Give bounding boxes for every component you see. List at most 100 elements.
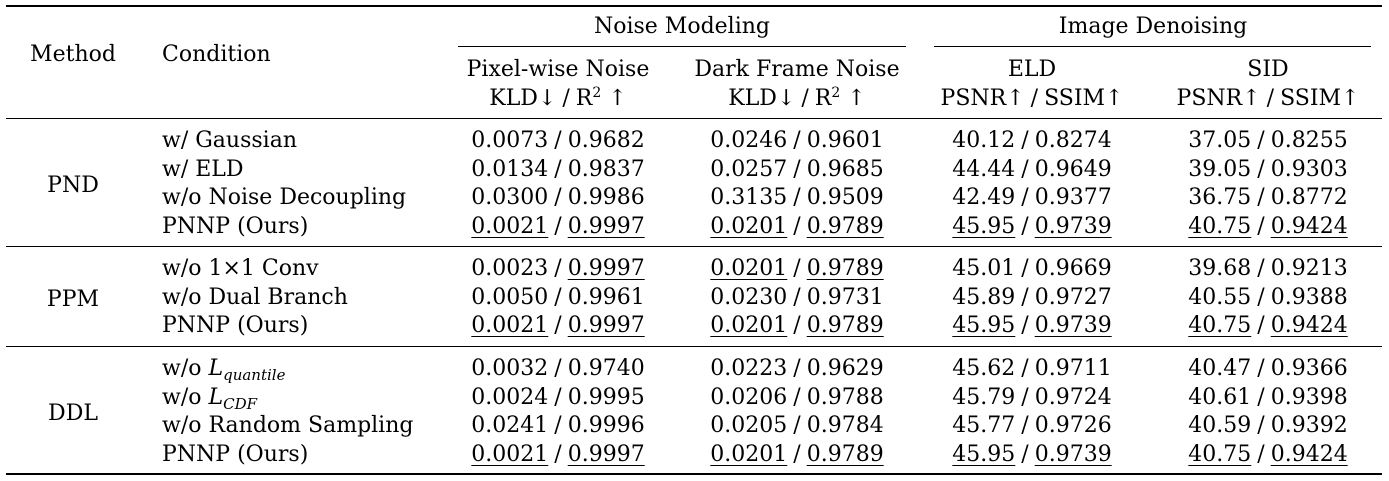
cell-value-b: 0.9789 <box>806 256 884 281</box>
condition-label: PNNP (Ours) <box>162 215 308 238</box>
cell-separator: / <box>1021 256 1029 281</box>
cell-separator: / <box>554 284 562 310</box>
condition-text: w/ Gaussian <box>162 128 297 153</box>
cell-value-a: 0.0206 <box>710 384 788 410</box>
cell-value-a: 0.0241 <box>471 413 549 439</box>
cell-separator: / <box>793 256 801 281</box>
cell-separator: / <box>554 384 562 410</box>
metric-a: KLD↓ <box>728 86 796 111</box>
image-denoising-cmidrule <box>934 46 1371 47</box>
cell-separator: / <box>554 356 562 381</box>
cell-value-a: 45.77 <box>952 413 1016 439</box>
cell-value-a: 36.75 <box>1188 185 1252 211</box>
cell-separator: / <box>1021 313 1029 339</box>
table-cell: 44.44/0.9649 <box>952 156 1111 182</box>
cell-separator: / <box>554 185 562 211</box>
cell-value-b: 0.9739 <box>1034 441 1112 467</box>
cell-value-b: 0.9731 <box>806 284 884 310</box>
condition-text: PNNP (Ours) <box>162 313 309 339</box>
table-cell: 0.0246/0.9601 <box>710 130 883 152</box>
cell-separator: / <box>1257 156 1265 182</box>
table-cell: 40.75/0.9424 <box>1188 213 1347 239</box>
cell-separator: / <box>1021 413 1029 439</box>
condition-label: w/o 1×1 Conv <box>162 258 319 280</box>
table-cell: 45.79/0.9724 <box>952 384 1111 410</box>
cell-value-b: 0.9740 <box>567 356 645 381</box>
cell-separator: / <box>793 413 801 439</box>
condition-label: w/o Dual Branch <box>162 286 348 309</box>
group-rule-2 <box>6 346 1382 347</box>
column-metrics: PSNR↑ / SSIM↑ <box>941 88 1124 110</box>
cell-value-b: 0.9213 <box>1270 256 1348 281</box>
metric-b: SSIM↑ <box>1280 86 1360 111</box>
cell-value-a: 0.0021 <box>471 441 549 467</box>
table-cell: 40.59/0.9392 <box>1188 415 1347 437</box>
cell-separator: / <box>1021 384 1029 410</box>
table-cell: 45.95/0.9739 <box>952 213 1111 239</box>
condition-text: w/ ELD <box>162 156 244 182</box>
cell-value-a: 39.05 <box>1188 156 1252 182</box>
cell-value-b: 0.9739 <box>1034 313 1112 339</box>
table-cell: 39.05/0.9303 <box>1188 156 1347 182</box>
cell-separator: / <box>1021 213 1029 239</box>
cell-separator: / <box>1257 356 1265 381</box>
cell-value-a: 0.0032 <box>471 356 549 381</box>
cell-value-b: 0.9424 <box>1270 441 1348 467</box>
cell-value-b: 0.9398 <box>1270 384 1348 410</box>
cell-value-a: 0.0050 <box>471 284 549 310</box>
bottom-rule <box>6 473 1382 475</box>
table-cell: 45.62/0.9711 <box>952 358 1111 380</box>
cell-separator: / <box>793 213 801 239</box>
column-name: ELD <box>1007 57 1057 82</box>
cell-value-b: 0.9388 <box>1270 284 1348 310</box>
table-cell: 40.12/0.8274 <box>952 130 1111 152</box>
header-method: Method <box>30 42 116 67</box>
column-metrics: PSNR↑ / SSIM↑ <box>1177 88 1360 110</box>
cell-separator: / <box>554 441 562 467</box>
metric-a: KLD↓ <box>489 86 557 111</box>
header-noise-modeling: Noise Modeling <box>593 14 771 39</box>
table-cell: 45.89/0.9727 <box>952 284 1112 310</box>
table-cell: 0.0223/0.9629 <box>710 358 883 380</box>
table-cell: 45.77/0.9726 <box>952 415 1111 437</box>
loss-subscript: CDF <box>223 394 258 413</box>
cell-value-b: 0.9995 <box>567 384 645 410</box>
condition-text: w/o Random Sampling <box>162 413 414 439</box>
cell-value-b: 0.9727 <box>1034 284 1112 310</box>
table-cell: 0.0050/0.9961 <box>471 284 644 310</box>
cell-value-b: 0.9601 <box>806 128 884 153</box>
cell-value-a: 0.0257 <box>710 156 788 182</box>
metric-a: PSNR↑ <box>940 86 1025 111</box>
cell-value-b: 0.9789 <box>806 213 884 239</box>
cell-value-b: 0.9669 <box>1034 256 1112 281</box>
cell-separator: / <box>793 156 801 182</box>
condition-label: PNNP (Ours) <box>162 315 308 337</box>
cell-separator: / <box>554 128 562 153</box>
method-label: PND <box>47 173 99 199</box>
cell-value-a: 40.59 <box>1188 413 1252 439</box>
cell-separator: / <box>793 441 801 467</box>
cell-value-a: 45.95 <box>952 313 1016 339</box>
cell-value-b: 0.9986 <box>567 185 645 211</box>
cell-value-b: 0.9997 <box>567 313 645 339</box>
column-name: Dark Frame Noise <box>694 57 900 82</box>
cell-value-a: 0.0201 <box>710 313 788 339</box>
table-cell: 45.95/0.9739 <box>952 441 1112 467</box>
cell-value-b: 0.9997 <box>567 256 645 281</box>
condition-label: PNNP (Ours) <box>162 441 309 467</box>
cell-value-a: 40.75 <box>1188 313 1252 339</box>
condition-text: PNNP (Ours) <box>162 441 309 467</box>
condition-text: w/o <box>162 356 209 381</box>
cell-separator: / <box>554 213 562 239</box>
cell-separator: / <box>1021 441 1029 467</box>
cell-value-a: 0.0230 <box>710 284 788 310</box>
cell-value-b: 0.9789 <box>806 313 884 339</box>
cell-value-a: 44.44 <box>952 156 1016 182</box>
cell-separator: / <box>1257 256 1265 281</box>
cell-value-a: 40.75 <box>1188 213 1252 239</box>
table-cell: 0.0024/0.9995 <box>471 384 645 410</box>
cell-value-b: 0.9997 <box>567 441 645 467</box>
table-cell: 0.0021/0.9997 <box>471 213 644 239</box>
cell-value-b: 0.9682 <box>567 128 645 153</box>
cell-value-a: 0.0300 <box>471 185 549 211</box>
